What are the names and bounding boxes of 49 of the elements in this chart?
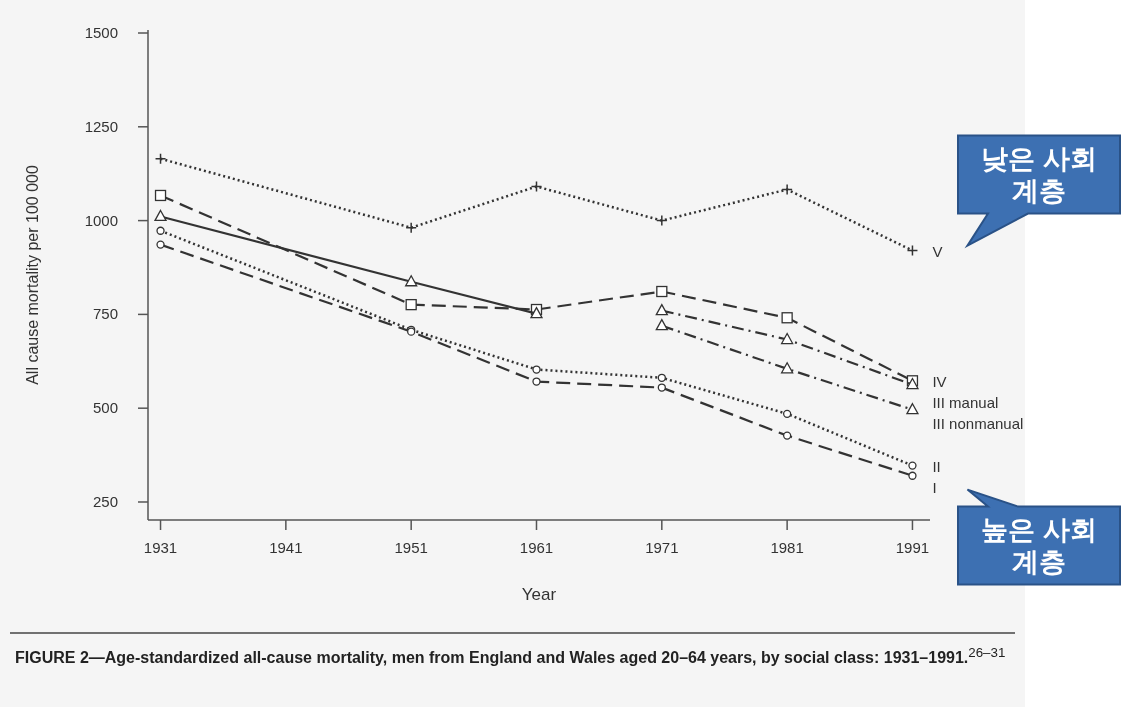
point <box>780 332 794 345</box>
series-label: V <box>932 242 943 260</box>
x-tick-label: 1981 <box>770 539 804 556</box>
series-label: I <box>932 478 937 496</box>
point <box>782 409 792 418</box>
point <box>906 244 919 257</box>
point <box>154 152 167 165</box>
y-tick-label: 1250 <box>84 117 118 135</box>
point <box>908 471 917 480</box>
point <box>530 180 543 193</box>
series-label: II <box>932 457 941 475</box>
point <box>154 189 167 202</box>
x-tick-label: 1991 <box>895 539 930 556</box>
point <box>656 285 668 298</box>
series-label: IV <box>932 372 947 390</box>
point <box>532 377 541 386</box>
point <box>657 383 666 392</box>
point <box>906 403 919 415</box>
point <box>154 209 167 222</box>
point <box>156 226 165 235</box>
y-axis-title: All cause mortality per 100 000 <box>24 165 41 385</box>
point <box>405 298 417 311</box>
series-label: III nonmanual <box>932 414 1024 432</box>
text: FIGURE 2—Age-standardized all-cause mortality, men from England and Wales aged 20–64 years, by social class: 1931–1991.$^{26–31}$ <box>15 645 1006 667</box>
point <box>908 461 917 470</box>
x-tick-label: 1951 <box>394 539 428 556</box>
x-tick-label: 1931 <box>143 539 178 556</box>
point <box>655 303 668 316</box>
x-tick-label: 1941 <box>269 539 303 556</box>
point <box>405 275 418 287</box>
y-tick-label: 1500 <box>84 24 118 41</box>
point <box>156 240 165 249</box>
point <box>655 319 668 331</box>
y-tick-label: 250 <box>92 492 118 510</box>
y-tick-label: 750 <box>92 305 118 323</box>
point <box>405 221 417 234</box>
point <box>780 362 794 374</box>
x-tick-label: 1971 <box>645 539 679 556</box>
point <box>781 312 793 324</box>
point <box>781 183 793 196</box>
point <box>656 214 668 227</box>
x-tick-label: 1961 <box>519 539 554 556</box>
point <box>532 365 541 374</box>
series-label: III manual <box>932 393 999 411</box>
y-tick-label: 500 <box>92 399 118 417</box>
x-axis-title: Year <box>521 585 557 604</box>
point <box>657 373 666 382</box>
y-tick-label: 1000 <box>84 211 118 229</box>
point <box>782 431 792 440</box>
